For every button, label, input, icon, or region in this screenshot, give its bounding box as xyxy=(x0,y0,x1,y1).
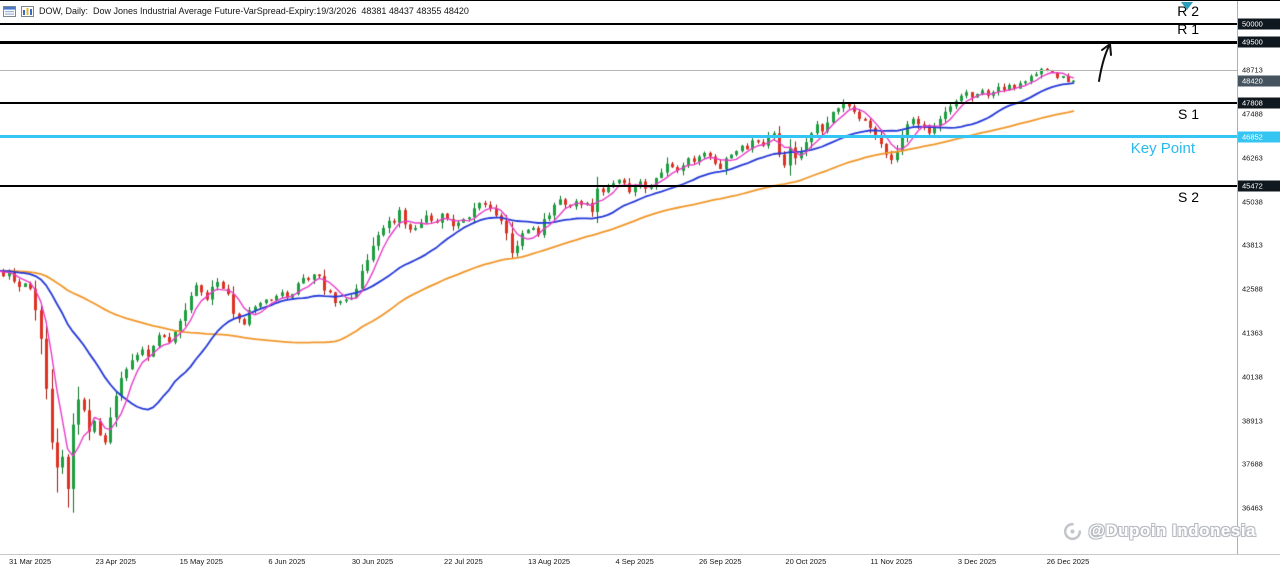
time-label-31-mar-2025: 31 Mar 2025 xyxy=(9,557,52,566)
level-label-r-1[interactable]: R 1 xyxy=(1177,21,1199,38)
watermark: @Dupoin Indonesia xyxy=(1063,521,1256,541)
price-tick-46263: 46263 xyxy=(1242,153,1263,163)
dupoin-logo-icon xyxy=(1064,522,1082,540)
time-label-26-dec-2025: 26 Dec 2025 xyxy=(1046,557,1090,566)
level-label-key-point[interactable]: Key Point xyxy=(1130,139,1195,157)
level-line-r-1[interactable] xyxy=(0,40,1237,44)
time-label-26-sep-2025: 26 Sep 2025 xyxy=(698,557,742,566)
level-line-r-2[interactable] xyxy=(0,23,1237,26)
time-label-30-jun-2025: 30 Jun 2025 xyxy=(351,557,394,566)
price-badge-r-1: 49500 xyxy=(1238,36,1280,48)
price-axis[interactable]: 48713 47488 46263 45038 43813 42588 41363 40138… xyxy=(1237,1,1280,554)
price-tick-38913: 38913 xyxy=(1242,415,1263,425)
level-label-s-2[interactable]: S 2 xyxy=(1177,189,1199,206)
time-label-13-aug-2025: 13 Aug 2025 xyxy=(527,557,571,566)
price-tick-48713: 48713 xyxy=(1242,65,1263,75)
time-label-15-may-2025: 15 May 2025 xyxy=(179,557,223,566)
up-arrow-icon[interactable] xyxy=(1091,39,1121,85)
reference-line-48713[interactable] xyxy=(0,70,1237,72)
price-badge-r-2: 50000 xyxy=(1238,18,1280,30)
bar-chart-icon[interactable] xyxy=(21,5,34,17)
price-tick-40138: 40138 xyxy=(1242,372,1263,382)
price-tick-47488: 47488 xyxy=(1242,109,1263,119)
time-label-11-nov-2025: 11 Nov 2025 xyxy=(870,557,913,566)
price-tick-41363: 41363 xyxy=(1242,328,1263,338)
price-badge-s-2: 45472 xyxy=(1238,180,1280,192)
price-tick-36463: 36463 xyxy=(1242,503,1263,513)
current-price-badge: 48420 xyxy=(1238,75,1280,87)
level-line-s-2[interactable] xyxy=(0,185,1237,188)
price-tick-42588: 42588 xyxy=(1242,284,1263,294)
price-badge-s-1: 47808 xyxy=(1238,97,1280,109)
symbol-info-bar: DOW, Daily: Dow Jones Industrial Average… xyxy=(3,4,469,18)
time-label-3-dec-2025: 3 Dec 2025 xyxy=(957,557,997,566)
level-line-s-1[interactable] xyxy=(0,101,1237,104)
price-tick-43813: 43813 xyxy=(1242,240,1263,250)
candlestick-canvas[interactable] xyxy=(0,1,1237,554)
level-line-key-point[interactable] xyxy=(0,135,1237,139)
time-label-20-oct-2025: 20 Oct 2025 xyxy=(785,557,827,566)
price-tick-37688: 37688 xyxy=(1242,459,1263,469)
time-label-6-jun-2025: 6 Jun 2025 xyxy=(268,557,306,566)
price-tick-45038: 45038 xyxy=(1242,196,1263,206)
time-label-4-sep-2025: 4 Sep 2025 xyxy=(615,557,654,566)
ohlc-readout: 48381 48437 48355 48420 xyxy=(361,6,469,16)
time-label-23-apr-2025: 23 Apr 2025 xyxy=(95,557,136,566)
symbol-description: Dow Jones Industrial Average Future-VarS… xyxy=(93,6,357,16)
watermark-text: @Dupoin Indonesia xyxy=(1088,521,1256,540)
time-label-22-jul-2025: 22 Jul 2025 xyxy=(444,557,483,566)
level-label-s-1[interactable]: S 1 xyxy=(1177,105,1199,122)
symbol-title: DOW, Daily: xyxy=(39,6,89,16)
down-triangle-icon[interactable] xyxy=(1181,2,1193,10)
time-axis[interactable]: 31 Mar 2025 23 Apr 2025 15 May 2025 6 Jun 2… xyxy=(0,554,1280,570)
price-badge-key-point: 46852 xyxy=(1238,131,1280,143)
grid-chart-icon[interactable] xyxy=(3,5,16,17)
